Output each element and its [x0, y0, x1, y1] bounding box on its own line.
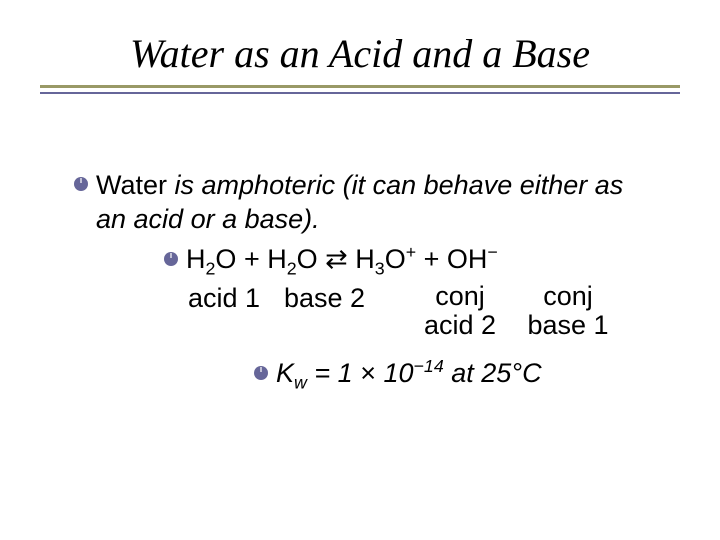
- label-base2: base 2: [284, 282, 402, 339]
- disc-bullet-icon: [72, 175, 90, 193]
- eq-plus-2: +: [416, 244, 447, 274]
- label-conj-b1-top: conj: [543, 281, 593, 311]
- title-divider: [40, 85, 680, 99]
- eq-oh-sup: −: [487, 242, 497, 262]
- equation-block: H2O + H2O ⇄ H3O+ + OH− acid 1 base 2 con…: [162, 243, 658, 391]
- kw-times: ×: [360, 358, 376, 388]
- eq-equilibrium-arrow: ⇄: [318, 244, 356, 274]
- label-conj-base1: conj base 1: [518, 282, 618, 339]
- eq-plus-1: +: [236, 244, 267, 274]
- eq-h3o-h: H: [355, 244, 375, 274]
- eq-oh: OH: [447, 244, 488, 274]
- kw-k: K: [276, 358, 294, 388]
- kw-ten: 10: [376, 358, 414, 388]
- eq-h3o-sub: 3: [375, 258, 385, 278]
- label-acid1: acid 1: [188, 282, 284, 339]
- bullet-item-1: Water is amphoteric (it can behave eithe…: [72, 169, 658, 237]
- p1-mid1: is: [167, 170, 202, 200]
- kw-exp: −14: [414, 356, 444, 376]
- eq-h3o-o: O: [385, 244, 406, 274]
- slide-body: Water is amphoteric (it can behave eithe…: [40, 169, 680, 391]
- eq-h2o-2-sub: 2: [287, 258, 297, 278]
- amphoteric-sentence: Water is amphoteric (it can behave eithe…: [96, 169, 658, 237]
- slide: Water as an Acid and a Base Water is amp…: [0, 0, 720, 540]
- eq-h2o-1-sub: 2: [206, 258, 216, 278]
- p1-emph: amphoteric: [202, 170, 336, 200]
- eq-h2o-2-h: H: [267, 244, 287, 274]
- divider-bottom-line: [40, 92, 680, 94]
- disc-bullet-icon: [252, 364, 270, 382]
- kw-sub-w: w: [294, 372, 307, 392]
- eq-h3o-sup: +: [406, 242, 416, 262]
- autoionization-equation: H2O + H2O ⇄ H3O+ + OH−: [162, 243, 658, 277]
- eq-h2o-2-o: O: [297, 244, 318, 274]
- label-conj-b1-bot: base 1: [527, 310, 608, 340]
- eq-h2o-1-h: H: [186, 244, 206, 274]
- divider-top-line: [40, 85, 680, 88]
- equation-text: H2O + H2O ⇄ H3O+ + OH−: [186, 243, 498, 277]
- disc-bullet-icon: [162, 250, 180, 268]
- label-conj-a2-top: conj: [435, 281, 485, 311]
- kw-equals-one: = 1: [307, 358, 360, 388]
- eq-h2o-1-o: O: [215, 244, 236, 274]
- kw-text: Kw = 1 × 10−14 at 25°C: [276, 357, 542, 391]
- kw-temp: at 25°C: [444, 358, 542, 388]
- label-conj-acid2: conj acid 2: [402, 282, 518, 339]
- kw-equation: Kw = 1 × 10−14 at 25°C: [252, 357, 658, 391]
- species-labels: acid 1 base 2 conj acid 2 conj base 1: [188, 282, 658, 339]
- label-conj-a2-bot: acid 2: [424, 310, 496, 340]
- p1-lead: Water: [96, 170, 167, 200]
- slide-title: Water as an Acid and a Base: [40, 30, 680, 77]
